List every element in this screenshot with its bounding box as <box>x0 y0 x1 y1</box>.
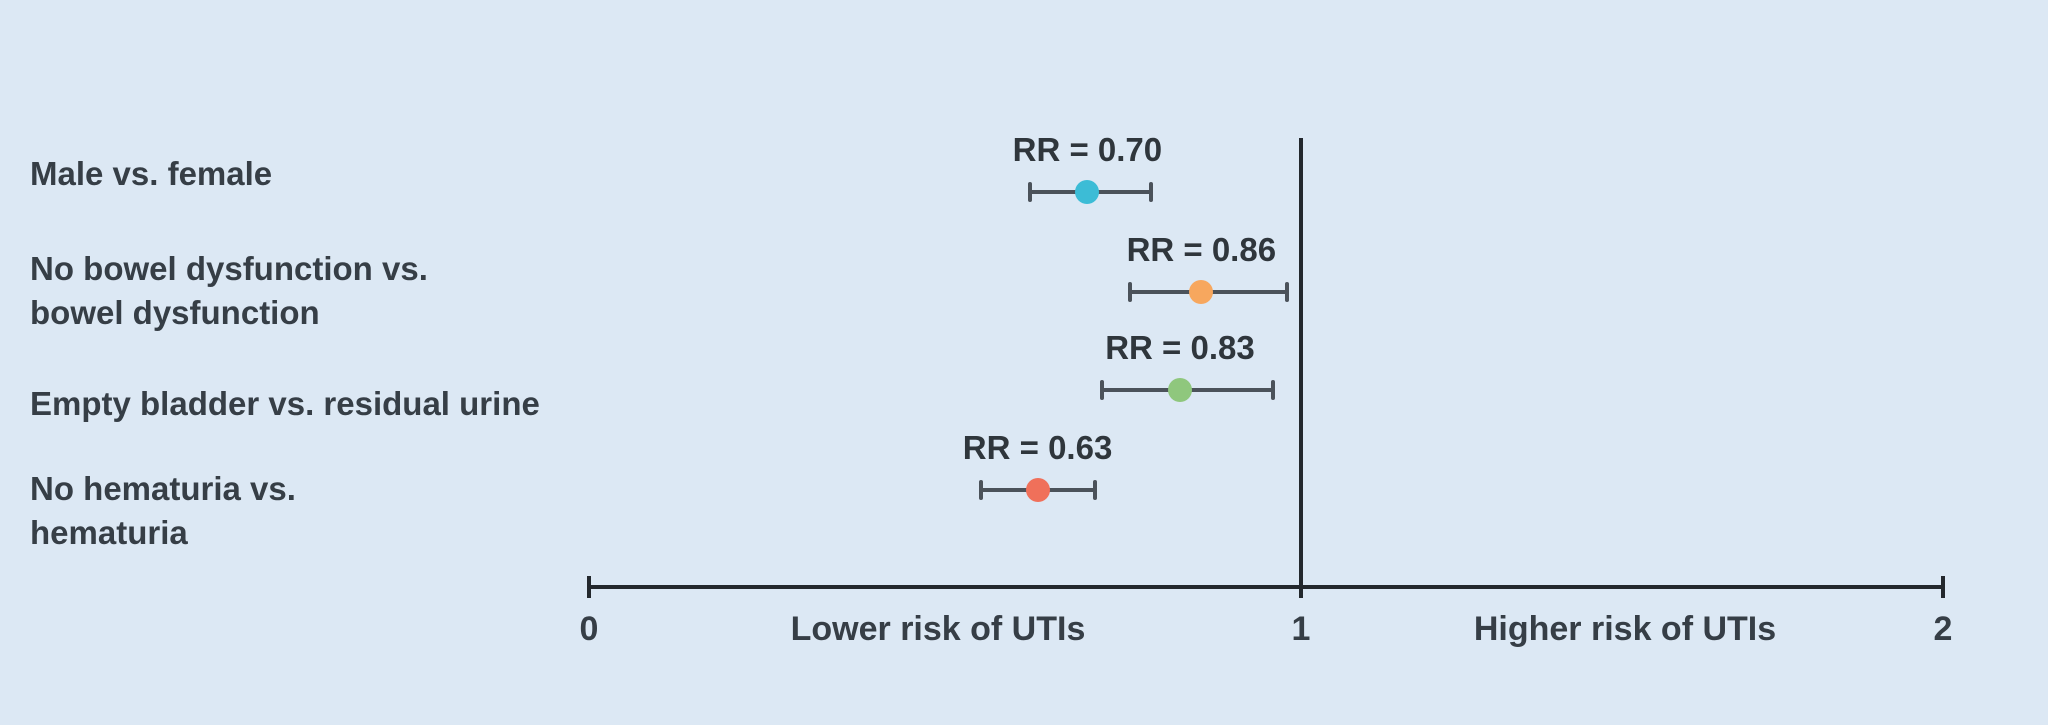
category-label-line: hematuria <box>30 514 188 551</box>
confidence-interval-cap-left <box>1128 282 1133 302</box>
confidence-interval-cap-right <box>1092 480 1097 500</box>
category-label: Empty bladder vs. residual urine <box>30 382 540 426</box>
confidence-interval-cap-right <box>1284 282 1289 302</box>
rr-value-label: RR = 0.83 <box>1105 329 1255 366</box>
category-label-line: Male vs. female <box>30 155 273 192</box>
x-axis-tick-label: 2 <box>1933 610 1953 648</box>
x-axis-line <box>589 585 1943 589</box>
rr-point-marker <box>1167 378 1192 402</box>
rr-value-label: RR = 0.63 <box>962 429 1113 466</box>
rr-point-marker <box>1025 478 1050 502</box>
confidence-interval-cap-right <box>1270 380 1275 400</box>
category-label: Male vs. female <box>30 152 272 196</box>
confidence-interval-cap-right <box>1149 182 1154 202</box>
category-label-line: bowel dysfunction <box>30 294 320 331</box>
reference-line-rr-1 <box>1299 138 1303 598</box>
confidence-interval-cap-left <box>1028 182 1033 202</box>
rr-point-marker <box>1075 180 1100 204</box>
category-label-line: No bowel dysfunction vs. <box>30 250 428 287</box>
x-axis-tick-label: 1 <box>1291 610 1311 648</box>
axis-caption-higher-risk: Higher risk of UTIs <box>1473 610 1777 648</box>
category-label: No hematuria vs. hematuria <box>30 467 296 555</box>
x-axis-tick-label: 0 <box>579 610 599 648</box>
x-axis-tick <box>1941 576 1945 598</box>
rr-value-label: RR = 0.86 <box>1126 231 1277 268</box>
rr-point-marker <box>1189 280 1214 304</box>
x-axis-tick <box>587 576 591 598</box>
confidence-interval-cap-left <box>1099 380 1104 400</box>
category-label: No bowel dysfunction vs. bowel dysfunctio… <box>30 247 428 335</box>
category-label-line: Empty bladder vs. residual urine <box>30 385 540 422</box>
confidence-interval-cap-left <box>978 480 983 500</box>
rr-value-label: RR = 0.70 <box>1012 131 1163 168</box>
axis-caption-lower-risk: Lower risk of UTIs <box>790 610 1086 648</box>
category-label-line: No hematuria vs. <box>30 470 296 507</box>
